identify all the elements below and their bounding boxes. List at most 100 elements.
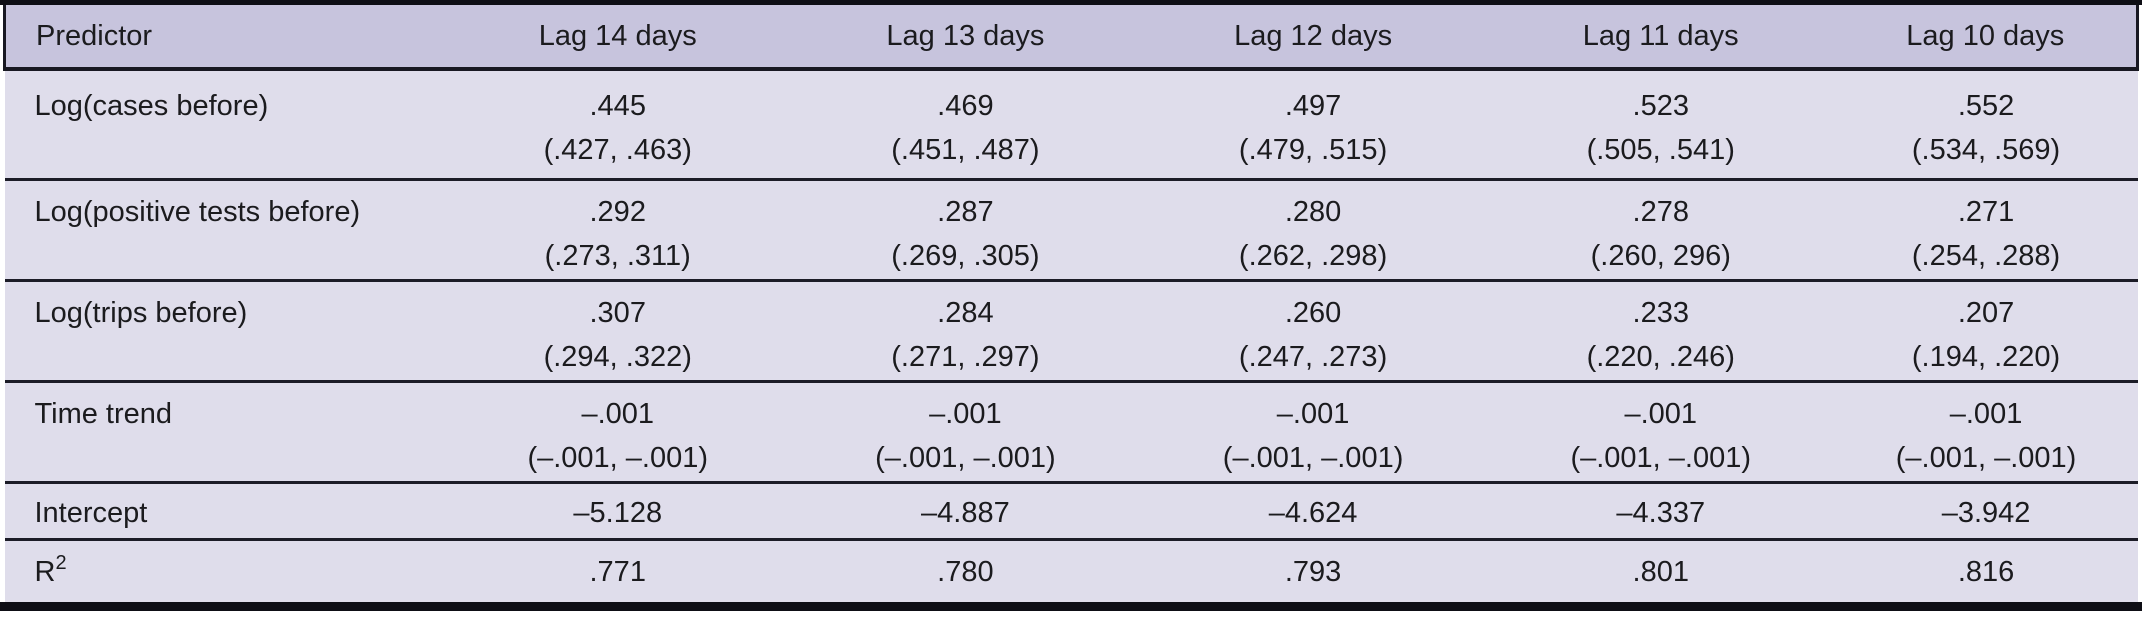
cell-lag-14: .771 bbox=[444, 539, 792, 602]
cell-estimate: .469 bbox=[937, 90, 994, 122]
row-label-superscript: 2 bbox=[55, 551, 67, 574]
cell-estimate: –4.337 bbox=[1616, 496, 1706, 529]
row-label-text: Time trend bbox=[34, 397, 173, 430]
table-row-r-squared: R2 .771 .780 .793 .801 .8 bbox=[4, 539, 2138, 602]
row-label-text: Log(positive tests before) bbox=[34, 195, 361, 228]
row-label: Log(cases before) bbox=[5, 69, 444, 179]
cell-lag-13: .287 (.269, .305) bbox=[792, 179, 1140, 280]
row-label: R2 bbox=[5, 539, 444, 602]
cell-estimate: .793 bbox=[1284, 555, 1342, 588]
cell-lag-12: .497 (.479, .515) bbox=[1139, 69, 1487, 179]
cell-confidence-interval: (–.001, –.001) bbox=[1895, 441, 2077, 474]
cell-lag-13: –4.887 bbox=[792, 482, 1140, 539]
table-bottom-rule bbox=[0, 602, 2142, 611]
cell-lag-10: .816 bbox=[1835, 539, 2138, 602]
cell-estimate: –3.942 bbox=[1941, 496, 2031, 529]
cell-lag-14: –5.128 bbox=[444, 482, 792, 539]
cell-lag-10: .207 (.194, .220) bbox=[1835, 280, 2138, 381]
cell-estimate: .445 bbox=[589, 90, 646, 122]
cell-estimate: –.001 bbox=[1949, 397, 2023, 430]
cell-lag-12: –.001 (–.001, –.001) bbox=[1139, 381, 1487, 482]
cell-lag-11: –.001 (–.001, –.001) bbox=[1487, 381, 1835, 482]
cell-confidence-interval: (.427, .463) bbox=[543, 134, 692, 166]
cell-confidence-interval: (.260, 296) bbox=[1590, 239, 1731, 272]
cell-estimate: .284 bbox=[937, 296, 994, 329]
cell-estimate: .207 bbox=[1957, 296, 2015, 329]
cell-lag-14: .307 (.294, .322) bbox=[444, 280, 792, 381]
table-row-log-positive-tests-before: Log(positive tests before) .292 (.273, .… bbox=[4, 179, 2138, 280]
cell-confidence-interval: (.247, .273) bbox=[1238, 340, 1388, 373]
cell-lag-12: –4.624 bbox=[1139, 482, 1487, 539]
table-row-time-trend: Time trend –.001 (–.001, –.001) –.001 (–… bbox=[4, 381, 2138, 482]
cell-lag-14: .445 (.427, .463) bbox=[444, 69, 792, 179]
cell-confidence-interval: (.451, .487) bbox=[891, 134, 1040, 166]
cell-confidence-interval: (.220, .246) bbox=[1586, 340, 1735, 373]
cell-estimate: –4.624 bbox=[1268, 496, 1358, 529]
row-label-text: Intercept bbox=[34, 496, 148, 529]
cell-estimate: .271 bbox=[1957, 195, 2015, 228]
cell-confidence-interval: (.479, .515) bbox=[1238, 134, 1388, 166]
cell-lag-14: –.001 (–.001, –.001) bbox=[444, 381, 792, 482]
cell-estimate: .233 bbox=[1632, 296, 1689, 329]
cell-lag-11: .523 (.505, .541) bbox=[1487, 69, 1835, 179]
row-label: Log(trips before) bbox=[5, 280, 444, 381]
cell-estimate: .260 bbox=[1284, 296, 1342, 329]
cell-lag-10: –.001 (–.001, –.001) bbox=[1835, 381, 2138, 482]
cell-estimate: –.001 bbox=[581, 397, 655, 430]
cell-confidence-interval: (.534, .569) bbox=[1911, 134, 2061, 166]
cell-lag-13: .780 bbox=[792, 539, 1140, 602]
cell-lag-11: .233 (.220, .246) bbox=[1487, 280, 1835, 381]
cell-confidence-interval: (.254, .288) bbox=[1911, 239, 2061, 272]
cell-estimate: .816 bbox=[1957, 555, 2015, 588]
cell-lag-12: .793 bbox=[1139, 539, 1487, 602]
cell-lag-13: .469 (.451, .487) bbox=[792, 69, 1140, 179]
cell-estimate: .771 bbox=[589, 555, 646, 588]
cell-confidence-interval: (–.001, –.001) bbox=[1222, 441, 1404, 474]
cell-confidence-interval: (.269, .305) bbox=[891, 239, 1040, 272]
cell-lag-13: .284 (.271, .297) bbox=[792, 280, 1140, 381]
cell-lag-11: .278 (.260, 296) bbox=[1487, 179, 1835, 280]
column-header-lag-13: Lag 13 days bbox=[791, 5, 1140, 71]
column-header-lag-14: Lag 14 days bbox=[443, 5, 792, 71]
row-label: Time trend bbox=[5, 381, 444, 482]
cell-estimate: .801 bbox=[1632, 555, 1689, 588]
cell-estimate: –4.887 bbox=[921, 496, 1010, 529]
cell-confidence-interval: (.194, .220) bbox=[1911, 340, 2061, 373]
cell-lag-12: .280 (.262, .298) bbox=[1139, 179, 1487, 280]
regression-results-table: Predictor Lag 14 days Lag 13 days Lag 12… bbox=[2, 5, 2139, 602]
row-label: Intercept bbox=[5, 482, 444, 539]
cell-estimate: .307 bbox=[589, 296, 646, 329]
cell-confidence-interval: (.294, .322) bbox=[543, 340, 692, 373]
cell-lag-10: .552 (.534, .569) bbox=[1835, 69, 2138, 179]
table-top-rule bbox=[0, 0, 2142, 5]
cell-confidence-interval: (.505, .541) bbox=[1586, 134, 1735, 166]
column-header-lag-11: Lag 11 days bbox=[1486, 5, 1835, 71]
cell-confidence-interval: (.262, .298) bbox=[1238, 239, 1388, 272]
cell-confidence-interval: (–.001, –.001) bbox=[875, 441, 1056, 474]
table-row-intercept: Intercept –5.128 –4.887 –4.624 –4.337 bbox=[4, 482, 2138, 539]
row-label-text: Log(cases before) bbox=[34, 90, 269, 122]
cell-estimate: .780 bbox=[937, 555, 994, 588]
cell-confidence-interval: (.273, .311) bbox=[544, 239, 691, 272]
cell-estimate: .287 bbox=[937, 195, 994, 228]
cell-estimate: –.001 bbox=[929, 397, 1002, 430]
cell-estimate: .552 bbox=[1957, 90, 2015, 122]
column-header-predictor: Predictor bbox=[2, 5, 444, 71]
table-row-log-cases-before: Log(cases before) .445 (.427, .463) .469… bbox=[4, 69, 2138, 179]
cell-estimate: .280 bbox=[1284, 195, 1342, 228]
cell-confidence-interval: (–.001, –.001) bbox=[1570, 441, 1752, 474]
column-header-lag-12: Lag 12 days bbox=[1139, 5, 1487, 71]
cell-lag-12: .260 (.247, .273) bbox=[1139, 280, 1487, 381]
header-row: Predictor Lag 14 days Lag 13 days Lag 12… bbox=[2, 5, 2139, 71]
cell-estimate: .292 bbox=[589, 195, 646, 228]
cell-lag-10: –3.942 bbox=[1835, 482, 2138, 539]
cell-confidence-interval: (.271, .297) bbox=[891, 340, 1040, 373]
column-header-lag-10: Lag 10 days bbox=[1834, 5, 2139, 71]
cell-lag-14: .292 (.273, .311) bbox=[444, 179, 792, 280]
row-label: Log(positive tests before) bbox=[5, 179, 444, 280]
row-label-text: R bbox=[34, 555, 56, 588]
cell-estimate: –.001 bbox=[1276, 397, 1350, 430]
cell-estimate: .497 bbox=[1284, 90, 1342, 122]
table-row-log-trips-before: Log(trips before) .307 (.294, .322) .284… bbox=[4, 280, 2138, 381]
